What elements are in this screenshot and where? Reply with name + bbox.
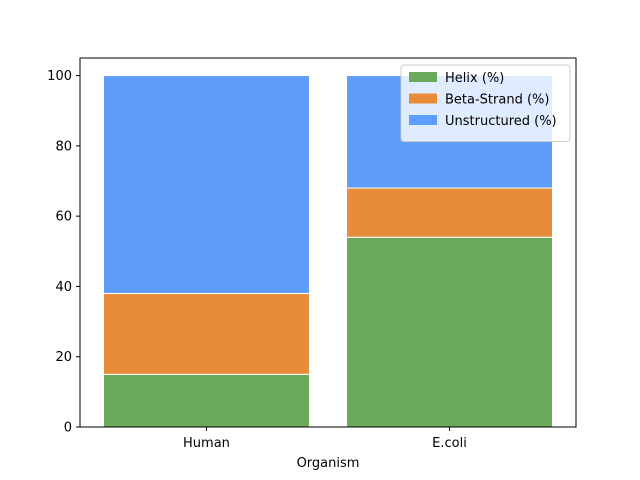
legend-swatch-unstructured <box>409 115 437 125</box>
legend-swatch-helix <box>409 72 437 82</box>
x-axis: Human E.coli <box>183 427 467 451</box>
plot-frame <box>79 57 577 428</box>
y-axis: 0 20 40 60 80 100 <box>47 69 80 436</box>
y-tick-label: 80 <box>55 139 72 154</box>
legend: Helix (%) Beta-Strand (%) Unstructured (%) <box>400 64 571 142</box>
bar-human-beta-strand <box>102 292 310 375</box>
x-tick-label: E.coli <box>432 436 467 451</box>
x-axis-label: Organism <box>297 456 360 471</box>
x-tick-label: Human <box>183 436 230 451</box>
legend-label-unstructured: Unstructured (%) <box>445 114 557 129</box>
bar-human-helix <box>102 373 310 428</box>
legend-label-beta-strand: Beta-Strand (%) <box>445 93 549 108</box>
bar-e-coli-helix <box>346 236 554 428</box>
legend-label-helix: Helix (%) <box>445 71 504 86</box>
bar-e-coli-beta-strand <box>346 187 554 238</box>
y-tick-label: 60 <box>55 210 72 225</box>
y-tick-label: 0 <box>64 421 72 436</box>
legend-swatch-beta-strand <box>409 93 437 104</box>
y-tick-label: 40 <box>55 280 72 295</box>
y-tick-label: 20 <box>55 350 72 365</box>
bar-human-unstructured <box>102 75 310 294</box>
legend-box <box>400 64 571 142</box>
y-tick-label: 100 <box>47 69 72 84</box>
